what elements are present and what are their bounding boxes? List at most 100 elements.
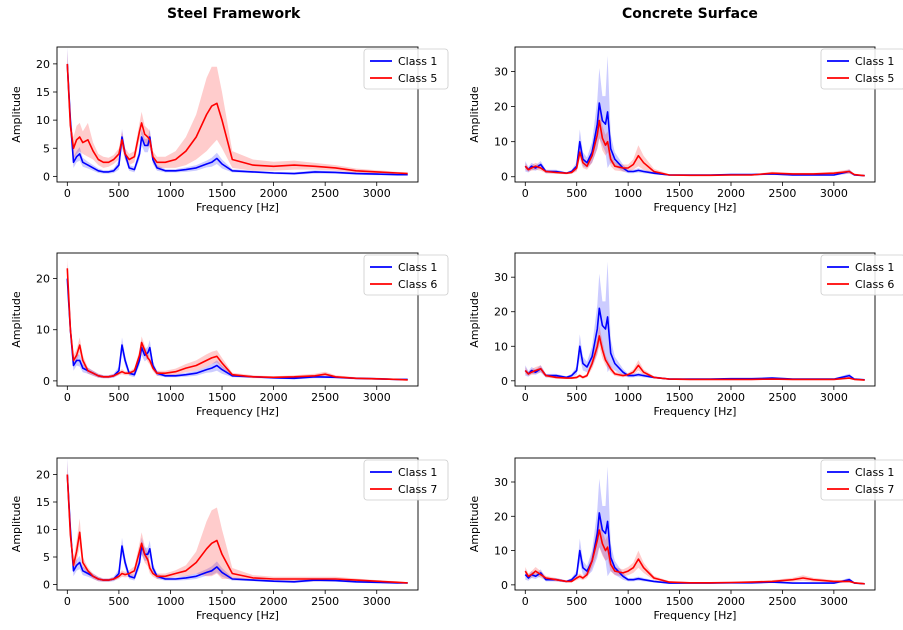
axes-frame xyxy=(514,252,876,387)
y-axis-label: Amplitude xyxy=(468,291,481,348)
x-tick-label: 0 xyxy=(64,187,71,200)
x-axis-label: Frequency [Hz] xyxy=(654,201,737,214)
legend-label: Class 1 xyxy=(855,466,894,479)
y-tick-label: 20 xyxy=(36,58,50,71)
x-tick-label: 0 xyxy=(64,391,71,404)
x-tick-label: 500 xyxy=(566,595,587,608)
x-tick-label: 500 xyxy=(108,187,129,200)
y-tick-label: 0 xyxy=(43,375,50,388)
y-tick-label: 30 xyxy=(494,271,508,284)
x-tick-label: 1500 xyxy=(208,187,236,200)
series-band xyxy=(525,466,865,585)
legend: Class 1 Class 5 xyxy=(363,48,449,90)
x-tick-label: 0 xyxy=(522,595,529,608)
legend-label: Class 5 xyxy=(855,72,894,85)
x-tick-label: 3000 xyxy=(363,595,391,608)
x-tick-label: 2000 xyxy=(717,187,745,200)
x-tick-label: 2000 xyxy=(717,595,745,608)
x-tick-label: 2500 xyxy=(311,187,339,200)
legend-label: Class 1 xyxy=(398,466,437,479)
x-tick-label: 2000 xyxy=(717,391,745,404)
series-band xyxy=(67,458,408,584)
series-line xyxy=(524,119,865,177)
legend: Class 1 Class 6 xyxy=(363,254,449,296)
x-tick-label: 2000 xyxy=(260,391,288,404)
x-tick-label: 1000 xyxy=(614,187,642,200)
x-tick-label: 1500 xyxy=(666,595,694,608)
x-tick-label: 1500 xyxy=(666,187,694,200)
x-tick-label: 2500 xyxy=(768,187,796,200)
legend-box xyxy=(820,48,903,90)
x-axis-label: Frequency [Hz] xyxy=(654,609,737,622)
x-tick-label: 1000 xyxy=(156,595,184,608)
x-tick-label: 2500 xyxy=(311,391,339,404)
y-axis-label: Amplitude xyxy=(468,86,481,143)
y-tick-label: 10 xyxy=(494,340,508,353)
series-line xyxy=(66,268,408,381)
x-tick-label: 3000 xyxy=(820,595,848,608)
legend-label: Class 1 xyxy=(398,55,437,68)
x-tick-label: 500 xyxy=(108,595,129,608)
chart-panel: 0 500 1000 1500 2000 2500 3000 0 10 20 30 Frequency… xyxy=(468,252,903,418)
legend-box xyxy=(363,459,449,501)
y-axis-label: Amplitude xyxy=(10,496,23,553)
x-tick-label: 0 xyxy=(64,595,71,608)
y-tick-label: 0 xyxy=(43,579,50,592)
legend: Class 1 Class 7 xyxy=(363,459,449,501)
series-band xyxy=(67,263,408,380)
x-tick-label: 3000 xyxy=(820,187,848,200)
y-tick-label: 20 xyxy=(494,510,508,523)
chart-panel: 0 500 1000 1500 2000 2500 3000 0 5 10 15 20 Frequenc… xyxy=(10,457,449,622)
series-line xyxy=(66,63,408,176)
legend-label: Class 5 xyxy=(398,72,437,85)
x-tick-label: 2000 xyxy=(260,595,288,608)
series-band xyxy=(525,512,865,585)
series-line xyxy=(524,512,865,585)
series-line xyxy=(66,474,408,584)
y-tick-label: 10 xyxy=(494,545,508,558)
y-tick-label: 10 xyxy=(36,114,50,127)
x-tick-label: 0 xyxy=(522,391,529,404)
axes-frame xyxy=(514,46,876,183)
x-tick-label: 0 xyxy=(522,187,529,200)
y-tick-label: 0 xyxy=(501,171,508,184)
legend-label: Class 7 xyxy=(855,483,894,496)
y-tick-label: 0 xyxy=(501,579,508,592)
x-tick-label: 1500 xyxy=(666,391,694,404)
legend-label: Class 7 xyxy=(398,483,437,496)
y-tick-label: 10 xyxy=(36,524,50,537)
y-tick-label: 5 xyxy=(43,142,50,155)
x-tick-label: 500 xyxy=(108,391,129,404)
y-tick-label: 30 xyxy=(494,66,508,79)
x-tick-label: 1000 xyxy=(156,187,184,200)
series-band xyxy=(525,261,865,381)
legend-box xyxy=(363,254,449,296)
y-tick-label: 20 xyxy=(36,469,50,482)
y-tick-label: 0 xyxy=(43,170,50,183)
series-line xyxy=(66,63,408,175)
y-tick-label: 30 xyxy=(494,476,508,489)
x-tick-label: 1000 xyxy=(614,391,642,404)
legend-label: Class 1 xyxy=(398,261,437,274)
axes-frame xyxy=(56,457,419,591)
y-tick-label: 5 xyxy=(43,551,50,564)
x-axis-label: Frequency [Hz] xyxy=(196,405,279,418)
series-line xyxy=(524,307,865,381)
x-tick-label: 1500 xyxy=(208,595,236,608)
x-tick-label: 3000 xyxy=(363,391,391,404)
legend-box xyxy=(820,254,903,296)
x-tick-label: 3000 xyxy=(820,391,848,404)
series-line xyxy=(66,474,408,584)
series-line xyxy=(524,529,865,585)
x-tick-label: 1000 xyxy=(156,391,184,404)
x-axis-label: Frequency [Hz] xyxy=(654,405,737,418)
chart-panel: 0 500 1000 1500 2000 2500 3000 0 10 20 30 Frequency… xyxy=(468,46,903,214)
x-tick-label: 3000 xyxy=(363,187,391,200)
legend: Class 1 Class 6 xyxy=(820,254,903,296)
legend-label: Class 1 xyxy=(855,261,894,274)
x-tick-label: 2500 xyxy=(768,595,796,608)
y-axis-label: Amplitude xyxy=(10,86,23,143)
x-tick-label: 1500 xyxy=(208,391,236,404)
y-tick-label: 20 xyxy=(494,306,508,319)
